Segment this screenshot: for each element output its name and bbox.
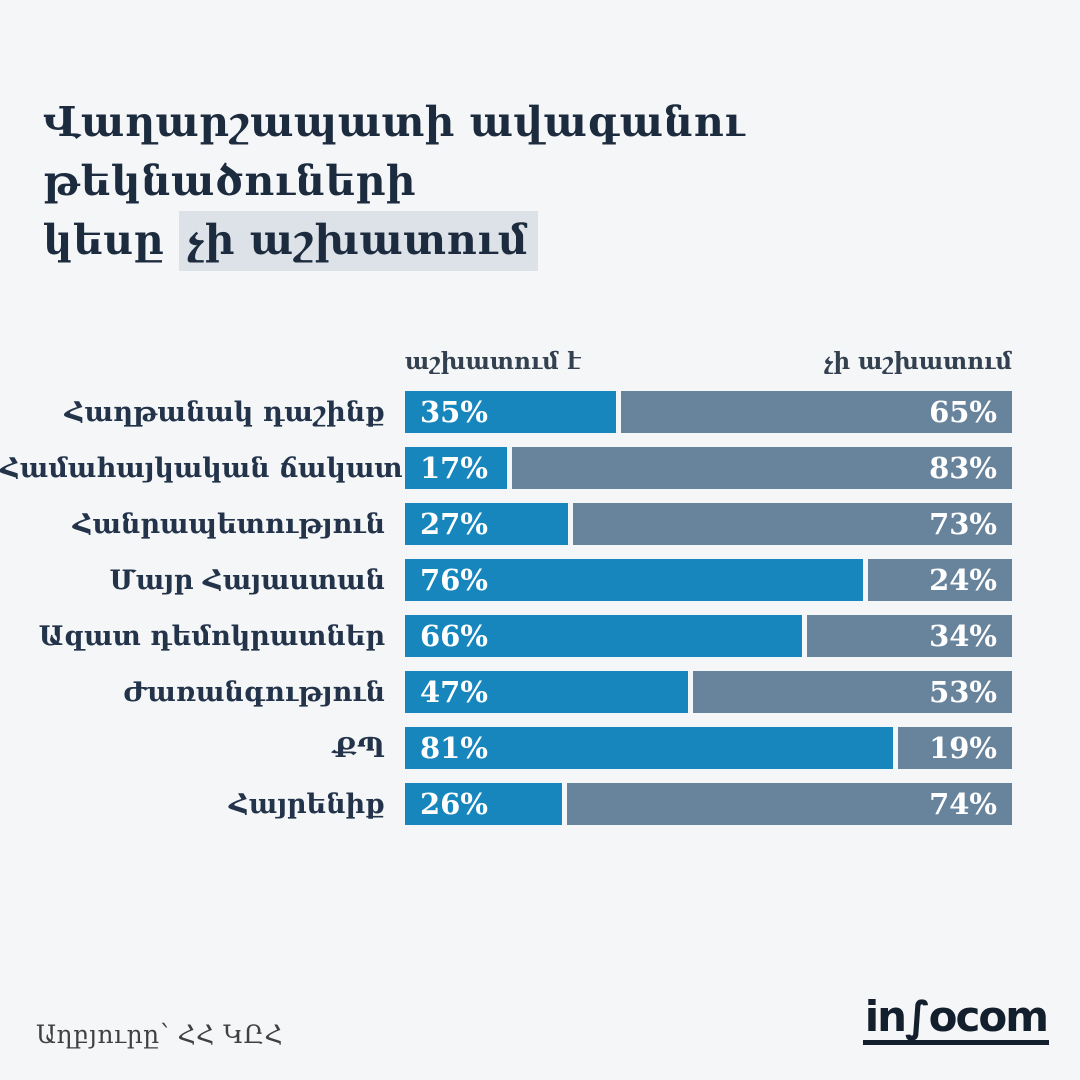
bar-segment-working: 17% xyxy=(405,447,508,489)
bar-segment-not-working: 73% xyxy=(572,503,1012,545)
chart-row: Ժառանգություն 47% 53% xyxy=(0,671,1012,713)
bar-value-label-not-working: 19% xyxy=(929,731,997,765)
bar-track: 35% 65% xyxy=(405,391,1012,433)
source-attribution: Աղբյուրը՝ ՀՀ ԿԸՀ xyxy=(36,1020,283,1049)
bar-value-label-not-working: 24% xyxy=(929,563,997,597)
page-title: Վաղարշապատի ավագանու թեկնածուների կեսը չ… xyxy=(43,93,1080,271)
category-label: Հայրենիք xyxy=(228,788,385,820)
bar-track: 81% 19% xyxy=(405,727,1012,769)
bar-track: 27% 73% xyxy=(405,503,1012,545)
bar-value-label-working: 81% xyxy=(420,731,488,765)
bar-segment-not-working: 34% xyxy=(807,615,1012,657)
category-label: Մայր Հայաստան xyxy=(109,564,385,596)
bar-value-label-working: 17% xyxy=(420,451,488,485)
bar-value-label-not-working: 74% xyxy=(929,787,997,821)
legend-label-working: աշխատում է xyxy=(405,348,581,375)
bar-segment-working: 76% xyxy=(405,559,863,601)
bar-value-label-not-working: 34% xyxy=(929,619,997,653)
chart-row: Ազատ դեմոկրատներ 66% 34% xyxy=(0,615,1012,657)
chart-legend: աշխատում է չի աշխատում xyxy=(405,348,1012,375)
bar-track: 17% 83% xyxy=(405,447,1012,489)
page-title-line2-prefix: կեսը xyxy=(43,216,179,264)
logo-long-s-glyph: ∫ xyxy=(905,992,931,1041)
chart-rows: Հաղթանակ դաշինք 35% 65% Համահայկական ճակ… xyxy=(0,391,1012,825)
bar-segment-working: 47% xyxy=(405,671,688,713)
bar-value-label-not-working: 53% xyxy=(929,675,997,709)
bar-segment-not-working: 65% xyxy=(620,391,1012,433)
bar-value-label-not-working: 65% xyxy=(929,395,997,429)
chart-row: Հանրապետություն 27% 73% xyxy=(0,503,1012,545)
bar-segment-working: 81% xyxy=(405,727,893,769)
chart-row: Հաղթանակ դաշինք 35% 65% xyxy=(0,391,1012,433)
legend-label-not-working: չի աշխատում xyxy=(823,348,1012,375)
bar-value-label-not-working: 73% xyxy=(929,507,997,541)
bar-segment-working: 26% xyxy=(405,783,562,825)
stacked-bar-chart: աշխատում է չի աշխատում Հաղթանակ դաշինք 3… xyxy=(0,348,1012,839)
category-label: Հանրապետություն xyxy=(72,508,385,540)
chart-row: Համահայկական ճակատ 17% 83% xyxy=(0,447,1012,489)
bar-segment-working: 35% xyxy=(405,391,616,433)
bar-segment-not-working: 83% xyxy=(512,447,1012,489)
bar-value-label-working: 35% xyxy=(420,395,488,429)
bar-value-label-working: 27% xyxy=(420,507,488,541)
bar-value-label-working: 47% xyxy=(420,675,488,709)
bar-segment-not-working: 74% xyxy=(566,783,1012,825)
chart-row: Հայրենիք 26% 74% xyxy=(0,783,1012,825)
bar-segment-working: 27% xyxy=(405,503,568,545)
bar-segment-not-working: 53% xyxy=(692,671,1012,713)
bar-value-label-not-working: 83% xyxy=(929,451,997,485)
bar-track: 66% 34% xyxy=(405,615,1012,657)
bar-segment-not-working: 24% xyxy=(867,559,1012,601)
logo-prefix: in xyxy=(864,992,907,1041)
chart-row: ՔՊ 81% 19% xyxy=(0,727,1012,769)
chart-row: Մայր Հայաստան 76% 24% xyxy=(0,559,1012,601)
bar-segment-working: 66% xyxy=(405,615,803,657)
bar-track: 26% 74% xyxy=(405,783,1012,825)
bar-value-label-working: 26% xyxy=(420,787,488,821)
infocom-logo: in∫ocom xyxy=(862,992,1049,1045)
category-label: Համահայկական ճակատ xyxy=(0,452,403,484)
category-label: Հաղթանակ դաշինք xyxy=(64,396,385,428)
bar-value-label-working: 66% xyxy=(420,619,488,653)
bar-track: 47% 53% xyxy=(405,671,1012,713)
page-title-line1: Վաղարշապատի ավագանու թեկնածուների xyxy=(43,98,745,205)
category-label: Ժառանգություն xyxy=(123,676,385,708)
infocom-logo-text: in∫ocom xyxy=(862,992,1049,1045)
bar-track: 76% 24% xyxy=(405,559,1012,601)
category-label: ՔՊ xyxy=(333,732,385,764)
bar-value-label-working: 76% xyxy=(420,563,488,597)
title-highlight: չի աշխատում xyxy=(178,211,539,271)
bar-segment-not-working: 19% xyxy=(897,727,1012,769)
logo-suffix: ocom xyxy=(928,992,1049,1041)
page-title-line2: կեսը չի աշխատում xyxy=(43,211,1080,271)
category-label: Ազատ դեմոկրատներ xyxy=(38,620,385,652)
